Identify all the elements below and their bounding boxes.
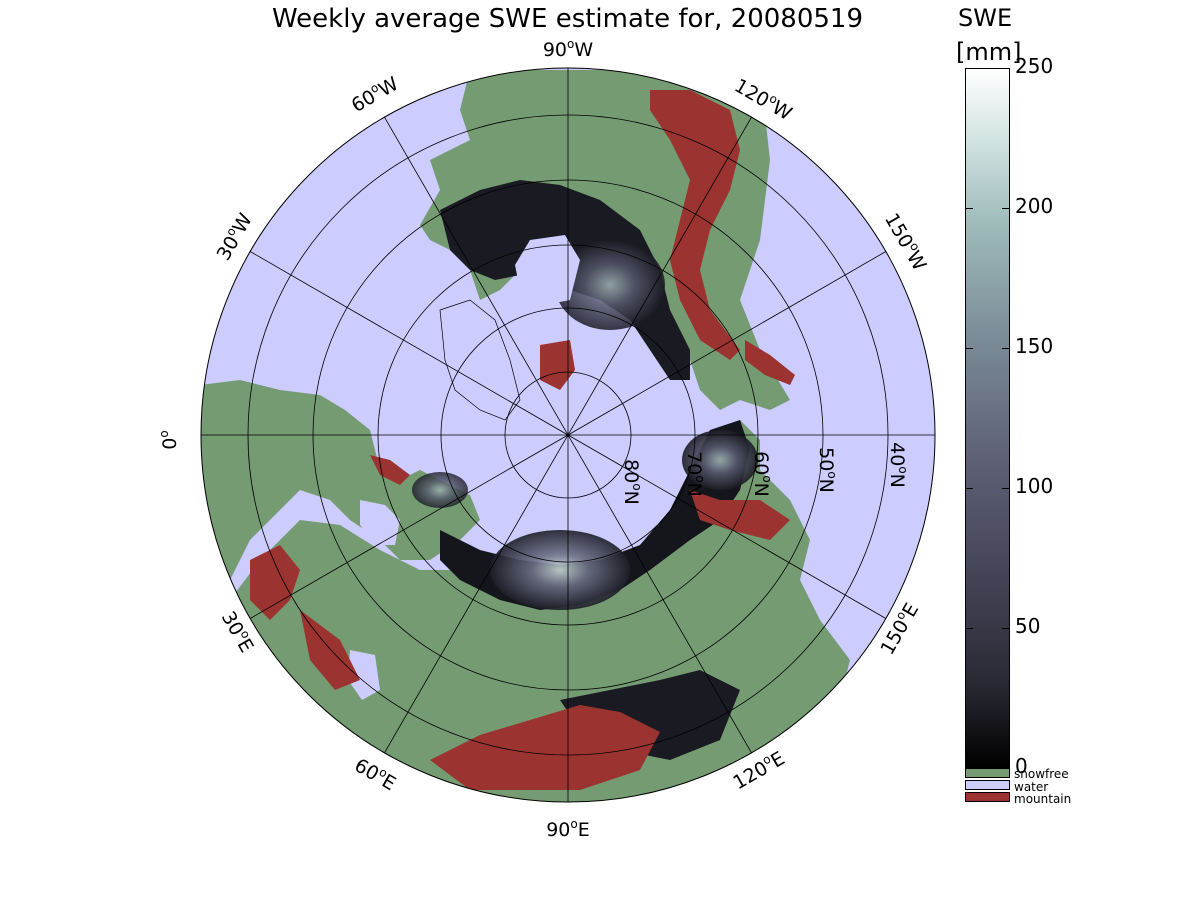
landmass-europe — [201, 380, 480, 700]
colorbar-tick-label: 200 — [1015, 194, 1054, 218]
map-body — [201, 68, 935, 802]
colorbar-tick-mark-right — [1002, 208, 1010, 209]
greenland-outline — [439, 299, 521, 421]
colorbar-tick-label: 150 — [1015, 334, 1054, 358]
lat-label-40n: 40oN — [886, 442, 910, 488]
graticule — [201, 68, 935, 802]
lon-label-60w: 60oW — [347, 71, 403, 117]
mountain-greenland-east — [540, 340, 575, 390]
colorbar-tick-label: 250 — [1015, 54, 1054, 78]
caspian-sea — [348, 650, 380, 700]
snow-peak-scandinavia — [412, 472, 468, 508]
mountain-himalaya — [430, 705, 660, 790]
lat-label-70n: 70oN — [683, 451, 707, 497]
colorbar-tick-label: 0 — [1015, 754, 1028, 778]
colorbar-title-swe: SWE — [958, 4, 1013, 32]
mountain-alps — [250, 545, 300, 620]
snow-peak-siberia — [490, 530, 630, 610]
colorbar-tick-mark-right — [1002, 628, 1010, 629]
lat-label-80n: 80oN — [620, 459, 644, 505]
colorbar-tick-label: 100 — [1015, 474, 1054, 498]
lat-label-50n: 50oN — [815, 447, 839, 493]
colorbar-tick-mark — [965, 348, 973, 349]
meridian-line — [249, 251, 887, 619]
lon-label-0: 0o — [157, 430, 181, 449]
legend-label-snowfree: snowfree — [1014, 767, 1069, 781]
baltic-sea — [360, 500, 400, 545]
colorbar-title-unit: [mm] — [956, 38, 1022, 66]
colorbar-tick-mark — [965, 628, 973, 629]
snow-peak-canada — [555, 240, 665, 330]
legend-label-water: water — [1014, 780, 1049, 794]
colorbar-tick-mark-right — [1002, 348, 1010, 349]
legend-swatch-water — [965, 780, 1010, 790]
lon-label-90w: 90oW — [543, 37, 594, 61]
map-border — [200, 67, 936, 803]
lat-label-60n: 60oN — [750, 451, 774, 497]
colorbar-tick-mark-right — [1002, 488, 1010, 489]
colorbar-tick-mark — [965, 488, 973, 489]
legend-swatch-snowfree — [965, 768, 1010, 778]
mountain-caucasus — [300, 610, 360, 690]
polar-map: 90oW 120oW 150oW 180oW 150oE 120oE 90oE … — [157, 37, 936, 841]
colorbar-tick-label: 50 — [1015, 614, 1041, 638]
map-title: Weekly average SWE estimate for, 2008051… — [271, 4, 863, 34]
colorbar — [965, 68, 1010, 768]
snow-peak-kamchatka — [682, 430, 758, 490]
hudson-bay — [515, 235, 580, 305]
lon-label-90e: 90oE — [546, 817, 590, 841]
colorbar-tick-mark-right — [1002, 68, 1010, 69]
mountain-alaska — [745, 340, 795, 385]
legend-label-mountain: mountain — [1014, 792, 1072, 806]
legend-swatch-mountain — [965, 792, 1010, 802]
mountain-rockies — [650, 90, 740, 360]
colorbar-tick-mark — [965, 208, 973, 209]
lon-label-60e: 60oE — [351, 753, 401, 796]
colorbar-tick-mark — [965, 68, 973, 69]
